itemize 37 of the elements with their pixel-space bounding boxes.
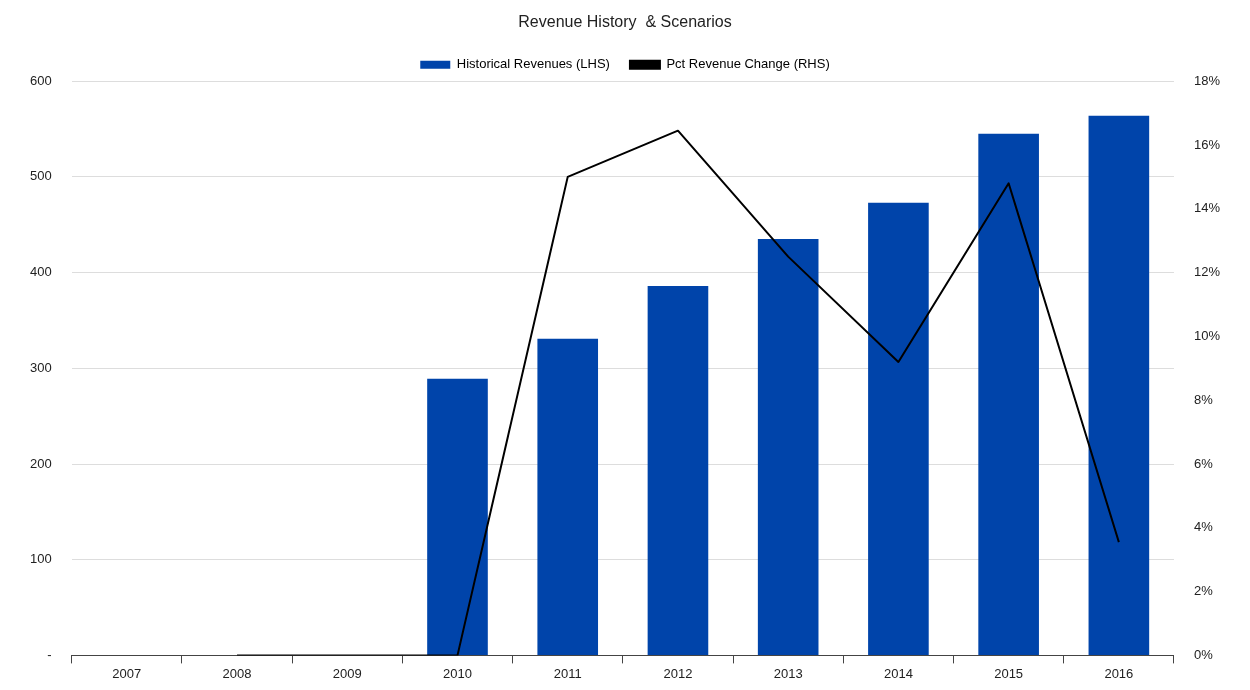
x-tick-label: 2010 <box>443 665 472 681</box>
x-tick-label: 2011 <box>553 665 582 681</box>
bar <box>868 202 929 655</box>
y2-tick-label: 14% <box>1193 200 1221 216</box>
x-tick-label: 2008 <box>222 665 252 681</box>
y-tick-label: 400 <box>29 264 52 280</box>
bar <box>978 133 1039 655</box>
bar <box>647 286 709 655</box>
x-tick-label: 2007 <box>112 665 142 681</box>
y-tick-label: - <box>47 646 52 662</box>
y2-tick-label: 18% <box>1193 72 1221 88</box>
x-tick-label: 2009 <box>332 665 362 681</box>
y-tick-label: 200 <box>29 455 52 471</box>
bar <box>757 239 819 655</box>
y-tick-label: 500 <box>29 168 52 184</box>
legend-label: Historical Revenues (LHS) <box>456 56 610 72</box>
y-tick-label: 600 <box>29 72 52 88</box>
y2-tick-label: 2% <box>1193 583 1214 599</box>
x-tick-label: 2015 <box>994 665 1024 681</box>
chart-title: Revenue History & Scenarios <box>518 13 732 31</box>
y2-tick-label: 0% <box>1193 646 1214 662</box>
y2-tick-label: 6% <box>1193 455 1214 471</box>
bar <box>1088 115 1150 655</box>
y2-tick-label: 4% <box>1193 519 1214 535</box>
y2-tick-label: 16% <box>1193 136 1221 152</box>
y2-tick-label: 8% <box>1193 391 1214 407</box>
y-tick-label: 100 <box>29 551 52 567</box>
x-tick-label: 2012 <box>663 665 693 681</box>
y2-tick-label: 10% <box>1193 327 1221 343</box>
y-tick-label: 300 <box>29 359 52 375</box>
x-tick-label: 2013 <box>773 665 803 681</box>
bar <box>427 378 488 655</box>
legend-label: Pct Revenue Change (RHS) <box>666 56 830 72</box>
y2-tick-label: 12% <box>1193 264 1221 280</box>
x-tick-label: 2016 <box>1104 665 1134 681</box>
x-tick-label: 2014 <box>883 665 913 681</box>
bar <box>537 338 599 655</box>
